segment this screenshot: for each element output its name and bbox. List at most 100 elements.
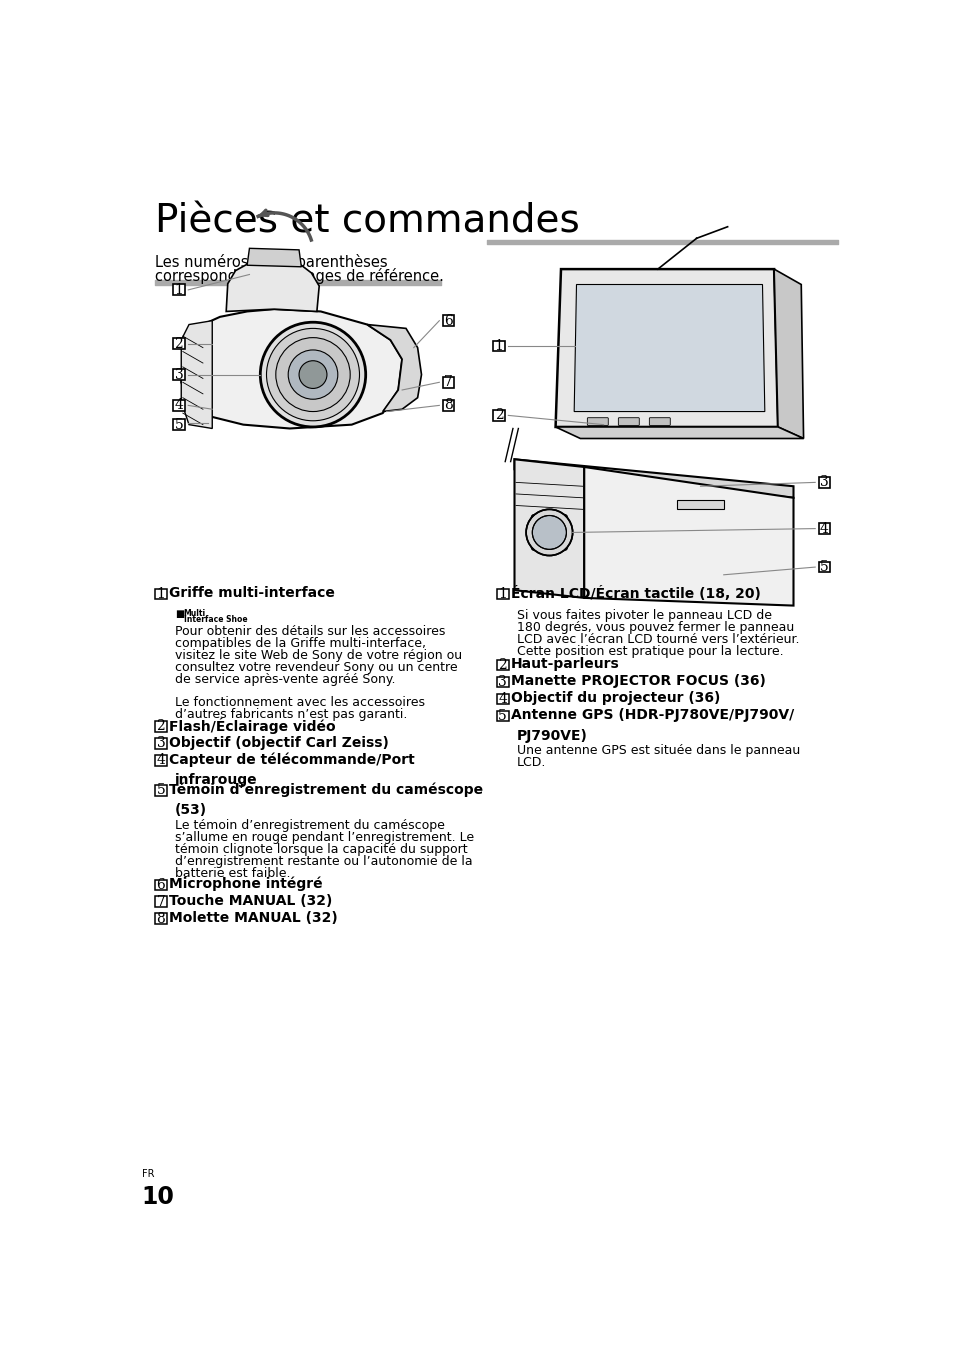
FancyBboxPatch shape — [493, 410, 504, 421]
FancyBboxPatch shape — [618, 418, 639, 425]
Text: Le témoin d’enregistrement du caméscope: Le témoin d’enregistrement du caméscope — [174, 818, 444, 832]
FancyBboxPatch shape — [497, 660, 508, 670]
Text: 3: 3 — [174, 368, 183, 381]
Text: 8: 8 — [444, 399, 453, 413]
Polygon shape — [555, 427, 802, 438]
Text: Écran LCD/Écran tactile (18, 20): Écran LCD/Écran tactile (18, 20) — [511, 586, 760, 601]
Polygon shape — [247, 248, 301, 267]
Text: 4: 4 — [497, 692, 507, 706]
Polygon shape — [181, 320, 212, 429]
Circle shape — [532, 516, 566, 550]
Text: Pièces et commandes: Pièces et commandes — [154, 204, 579, 242]
Text: 2: 2 — [174, 337, 183, 351]
Text: Capteur de télécommande/Port: Capteur de télécommande/Port — [169, 752, 415, 767]
Text: (53): (53) — [174, 803, 207, 817]
FancyBboxPatch shape — [497, 711, 508, 721]
Text: Flash/Éclairage vidéo: Flash/Éclairage vidéo — [169, 718, 335, 734]
FancyBboxPatch shape — [497, 677, 508, 687]
Text: Témoin d’enregistrement du caméscope: Témoin d’enregistrement du caméscope — [169, 783, 483, 797]
Text: 2: 2 — [497, 658, 507, 672]
Text: LCD avec l’écran LCD tourné vers l’extérieur.: LCD avec l’écran LCD tourné vers l’extér… — [517, 634, 799, 646]
FancyBboxPatch shape — [154, 589, 167, 600]
Polygon shape — [583, 467, 793, 605]
Text: 1: 1 — [174, 282, 183, 297]
Polygon shape — [555, 269, 778, 427]
Text: Antenne GPS (HDR-PJ780VE/PJ790V/: Antenne GPS (HDR-PJ780VE/PJ790V/ — [511, 708, 794, 722]
Text: Haut-parleurs: Haut-parleurs — [511, 657, 619, 672]
Text: 180 degrés, vous pouvez fermer le panneau: 180 degrés, vous pouvez fermer le pannea… — [517, 622, 793, 634]
Text: 5: 5 — [497, 708, 507, 723]
Text: Pour obtenir des détails sur les accessoires: Pour obtenir des détails sur les accesso… — [174, 624, 445, 638]
Text: 3: 3 — [156, 737, 165, 750]
Text: de service après-vente agréé Sony.: de service après-vente agréé Sony. — [174, 673, 395, 685]
Text: Cette position est pratique pour la lecture.: Cette position est pratique pour la lect… — [517, 645, 782, 658]
Text: Le fonctionnement avec les accessoires: Le fonctionnement avec les accessoires — [174, 696, 425, 710]
Text: Molette MANUAL (32): Molette MANUAL (32) — [169, 911, 337, 925]
Circle shape — [275, 338, 350, 411]
Text: LCD.: LCD. — [517, 756, 546, 769]
Text: infrarouge: infrarouge — [174, 773, 257, 787]
Text: batterie est faible.: batterie est faible. — [174, 867, 291, 879]
Text: témoin clignote lorsque la capacité du support: témoin clignote lorsque la capacité du s… — [174, 843, 467, 856]
Text: 6: 6 — [156, 878, 165, 892]
Text: Microphone intégré: Microphone intégré — [169, 877, 322, 892]
FancyBboxPatch shape — [172, 369, 185, 380]
FancyBboxPatch shape — [172, 285, 185, 296]
FancyBboxPatch shape — [154, 897, 167, 906]
Text: Multi: Multi — [183, 609, 206, 617]
Text: 7: 7 — [156, 894, 165, 909]
Text: d’enregistrement restante ou l’autonomie de la: d’enregistrement restante ou l’autonomie… — [174, 855, 472, 867]
FancyBboxPatch shape — [649, 418, 670, 425]
Polygon shape — [773, 269, 802, 438]
Circle shape — [260, 322, 365, 427]
Text: s’allume en rouge pendant l’enregistrement. Le: s’allume en rouge pendant l’enregistreme… — [174, 830, 474, 844]
Text: visitez le site Web de Sony de votre région ou: visitez le site Web de Sony de votre rég… — [174, 649, 461, 662]
FancyBboxPatch shape — [497, 589, 508, 600]
Circle shape — [266, 328, 359, 421]
Text: Une antenne GPS est située dans le panneau: Une antenne GPS est située dans le panne… — [517, 744, 800, 757]
Polygon shape — [181, 309, 402, 429]
FancyBboxPatch shape — [172, 419, 185, 430]
Text: 6: 6 — [444, 313, 453, 327]
FancyBboxPatch shape — [442, 377, 454, 388]
Text: 10: 10 — [141, 1185, 173, 1209]
FancyBboxPatch shape — [818, 562, 829, 573]
FancyBboxPatch shape — [154, 786, 167, 795]
Text: 1: 1 — [497, 588, 507, 601]
Circle shape — [525, 509, 572, 555]
Text: consultez votre revendeur Sony ou un centre: consultez votre revendeur Sony ou un cen… — [174, 661, 457, 673]
Text: 5: 5 — [156, 783, 165, 798]
Text: 1: 1 — [156, 588, 165, 601]
Text: compatibles de la Griffe multi-interface,: compatibles de la Griffe multi-interface… — [174, 636, 426, 650]
Polygon shape — [514, 459, 583, 598]
Text: correspondent aux pages de référence.: correspondent aux pages de référence. — [154, 267, 443, 284]
Text: Touche MANUAL (32): Touche MANUAL (32) — [169, 894, 333, 908]
Circle shape — [288, 350, 337, 399]
FancyBboxPatch shape — [531, 514, 567, 550]
FancyBboxPatch shape — [818, 524, 829, 535]
FancyBboxPatch shape — [818, 478, 829, 487]
Text: 3: 3 — [820, 475, 828, 490]
Text: 7: 7 — [444, 376, 453, 389]
Text: PJ790VE): PJ790VE) — [517, 729, 587, 742]
FancyBboxPatch shape — [154, 913, 167, 924]
FancyBboxPatch shape — [154, 738, 167, 749]
Text: 5: 5 — [820, 560, 828, 574]
Text: 1: 1 — [494, 339, 503, 353]
Circle shape — [298, 361, 327, 388]
FancyBboxPatch shape — [493, 341, 504, 351]
Text: Manette PROJECTOR FOCUS (36): Manette PROJECTOR FOCUS (36) — [511, 674, 765, 688]
FancyBboxPatch shape — [172, 338, 185, 349]
Text: FR: FR — [142, 1170, 154, 1179]
Text: ■: ■ — [174, 609, 184, 619]
Text: Objectif (objectif Carl Zeiss): Objectif (objectif Carl Zeiss) — [169, 735, 389, 749]
Text: Objectif du projecteur (36): Objectif du projecteur (36) — [511, 691, 720, 706]
Text: 2: 2 — [494, 408, 503, 422]
FancyBboxPatch shape — [677, 501, 723, 509]
Text: 4: 4 — [174, 399, 183, 413]
FancyBboxPatch shape — [154, 722, 167, 731]
Text: Griffe multi-interface: Griffe multi-interface — [169, 586, 335, 600]
Polygon shape — [574, 285, 764, 411]
Text: 2: 2 — [156, 719, 165, 734]
Text: 5: 5 — [174, 418, 183, 432]
